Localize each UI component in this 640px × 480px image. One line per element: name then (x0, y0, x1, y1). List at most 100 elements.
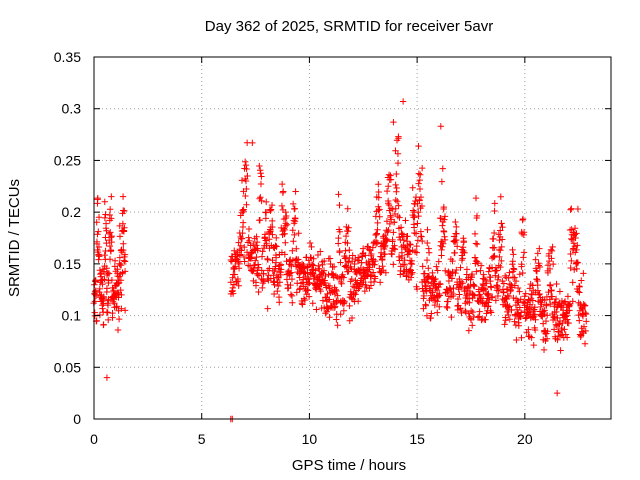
data-point (576, 317, 583, 324)
data-point (239, 207, 246, 214)
data-point (550, 313, 558, 321)
data-point (549, 243, 556, 251)
data-point (120, 240, 127, 247)
data-point (277, 266, 285, 273)
data-point (578, 277, 585, 284)
data-point (300, 261, 307, 269)
data-point (419, 263, 426, 270)
data-point (247, 250, 255, 257)
data-point (115, 315, 123, 323)
data-point (336, 247, 343, 255)
data-point (492, 297, 500, 304)
data-point (254, 246, 261, 254)
data-point (582, 327, 589, 335)
data-point (501, 321, 508, 328)
data-point (283, 221, 291, 228)
data-point (531, 304, 538, 311)
data-point (515, 322, 523, 330)
data-point (542, 317, 550, 325)
data-point (261, 231, 269, 238)
data-point (559, 307, 567, 314)
data-point (418, 202, 426, 210)
data-point (373, 230, 380, 237)
data-point (100, 268, 108, 275)
data-point (361, 267, 369, 274)
data-point (301, 265, 308, 273)
data-point (522, 290, 529, 297)
data-point (288, 275, 296, 283)
data-point (287, 269, 295, 276)
data-point (534, 250, 541, 257)
data-point (300, 295, 308, 302)
y-tick-label: 0.15 (54, 256, 81, 272)
data-point (483, 280, 490, 287)
data-point (583, 318, 590, 325)
data-point (456, 291, 463, 298)
data-point (482, 276, 489, 284)
data-point (95, 243, 103, 251)
data-point (348, 314, 356, 322)
data-point (449, 292, 457, 300)
data-point (309, 300, 316, 307)
data-point (262, 215, 270, 222)
data-point (276, 279, 284, 286)
data-point (531, 326, 539, 334)
data-point (352, 291, 359, 298)
data-point (333, 287, 340, 295)
data-point (103, 265, 110, 272)
data-point (424, 226, 431, 233)
data-point (387, 176, 395, 183)
data-point (304, 287, 312, 294)
data-point (465, 327, 473, 334)
data-point (487, 274, 494, 281)
y-tick-label: 0.3 (62, 101, 82, 117)
data-point (326, 255, 334, 262)
data-point (368, 272, 376, 279)
data-point (441, 236, 449, 244)
data-point (366, 246, 373, 253)
data-point (430, 276, 438, 284)
data-point (298, 260, 306, 268)
data-point (525, 305, 533, 312)
data-point (269, 231, 276, 238)
data-point (536, 263, 544, 271)
data-point (548, 255, 555, 262)
data-point (375, 194, 382, 201)
data-point (335, 234, 342, 242)
data-point (436, 303, 443, 310)
data-point (121, 251, 129, 258)
data-point (518, 334, 525, 342)
data-point (422, 302, 430, 309)
data-point (581, 302, 589, 309)
data-point (413, 242, 420, 250)
data-point (366, 285, 373, 292)
y-axis-label: SRMTID / TECUs (6, 179, 23, 297)
data-point (241, 243, 248, 251)
data-point (412, 230, 420, 237)
data-point (567, 264, 574, 272)
data-point (293, 245, 300, 252)
data-point (536, 245, 543, 252)
data-point (103, 239, 110, 247)
data-point (117, 261, 125, 269)
data-point (278, 224, 285, 232)
data-point (106, 242, 114, 250)
data-point (472, 194, 480, 202)
data-point (118, 291, 125, 299)
data-point (440, 240, 447, 248)
data-point (119, 220, 127, 227)
data-point (495, 287, 502, 295)
data-point (321, 277, 328, 284)
data-point-peak (399, 98, 407, 105)
data-point (278, 202, 286, 210)
data-point (492, 272, 499, 279)
data-point (493, 284, 501, 292)
data-point (108, 276, 116, 284)
data-point (488, 294, 495, 301)
data-point (374, 226, 381, 233)
data-point (580, 270, 587, 277)
data-point (427, 314, 434, 322)
data-point (244, 172, 251, 180)
data-point (99, 297, 106, 305)
data-point (237, 242, 244, 249)
